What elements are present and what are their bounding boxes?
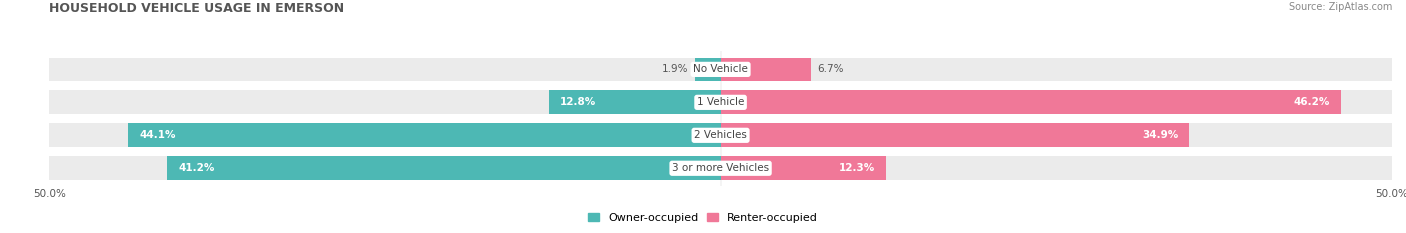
Bar [49, 156, 1392, 180]
Text: 46.2%: 46.2% [1294, 97, 1330, 107]
Bar [49, 90, 1392, 114]
Text: 1 Vehicle: 1 Vehicle [697, 97, 744, 107]
Text: 3 or more Vehicles: 3 or more Vehicles [672, 163, 769, 173]
Bar [721, 90, 1341, 114]
Text: 6.7%: 6.7% [817, 64, 844, 74]
Legend: Owner-occupied, Renter-occupied: Owner-occupied, Renter-occupied [583, 209, 823, 227]
Bar [167, 156, 721, 180]
Bar [128, 123, 721, 147]
Text: 1.9%: 1.9% [662, 64, 689, 74]
Bar [695, 58, 721, 81]
Bar [548, 90, 721, 114]
Text: 34.9%: 34.9% [1142, 130, 1178, 140]
Bar [49, 58, 1392, 81]
Text: 44.1%: 44.1% [139, 130, 176, 140]
Bar [49, 123, 1392, 147]
Bar [721, 156, 886, 180]
Text: No Vehicle: No Vehicle [693, 64, 748, 74]
Text: 2 Vehicles: 2 Vehicles [695, 130, 747, 140]
Text: HOUSEHOLD VEHICLE USAGE IN EMERSON: HOUSEHOLD VEHICLE USAGE IN EMERSON [49, 2, 344, 15]
Text: 41.2%: 41.2% [179, 163, 215, 173]
Text: 12.3%: 12.3% [839, 163, 875, 173]
Text: Source: ZipAtlas.com: Source: ZipAtlas.com [1288, 2, 1392, 12]
Text: 12.8%: 12.8% [560, 97, 596, 107]
Bar [721, 123, 1189, 147]
Bar [721, 58, 810, 81]
